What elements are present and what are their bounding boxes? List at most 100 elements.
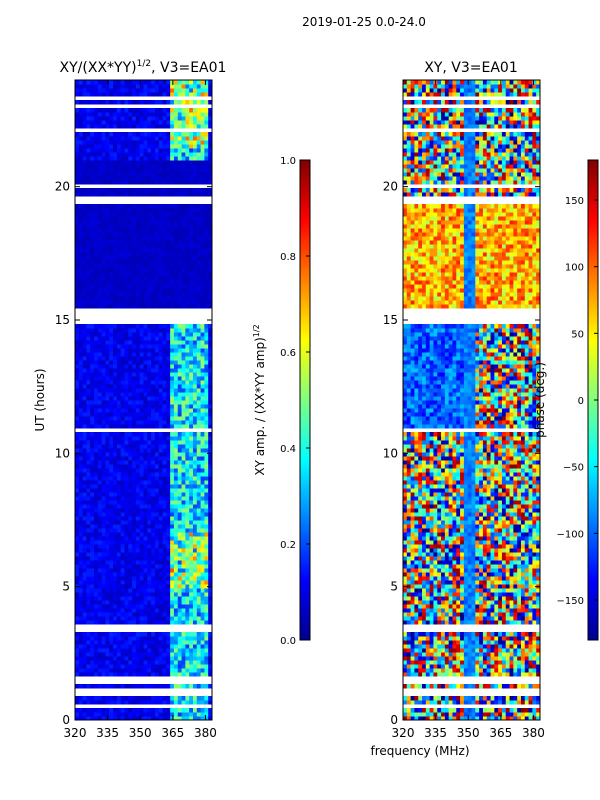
- amplitude-cell: [135, 332, 141, 337]
- amplitude-cell: [86, 544, 91, 549]
- amplitude-cell: [120, 380, 125, 385]
- amplitude-cell: [204, 716, 209, 721]
- amplitude-cell: [166, 484, 171, 489]
- amplitude-cell: [158, 132, 164, 137]
- amplitude-cell: [90, 364, 95, 369]
- amplitude-cell: [177, 296, 183, 301]
- amplitude-cell: [204, 260, 209, 265]
- amplitude-cell: [132, 716, 137, 721]
- amplitude-cell: [78, 564, 84, 569]
- amplitude-cell: [139, 176, 144, 181]
- amplitude-cell: [208, 608, 213, 613]
- amplitude-cell: [135, 644, 141, 649]
- amplitude-cell: [162, 532, 167, 537]
- amplitude-cell: [135, 344, 141, 349]
- amplitude-cell: [124, 180, 129, 185]
- amplitude-cell: [166, 448, 171, 453]
- amplitude-cell: [135, 272, 141, 277]
- amplitude-cell: [132, 156, 137, 161]
- amplitude-cell: [116, 512, 122, 517]
- amplitude-cell: [170, 216, 175, 221]
- amplitude-cell: [166, 556, 171, 561]
- amplitude-cell: [208, 648, 213, 653]
- amplitude-cell: [154, 280, 160, 285]
- amplitude-cell: [143, 436, 148, 441]
- amplitude-cell: [173, 476, 179, 481]
- amplitude-cell: [158, 412, 164, 417]
- amplitude-cell: [158, 152, 164, 157]
- amplitude-cell: [120, 476, 125, 481]
- amplitude-cell: [132, 560, 137, 565]
- amplitude-cell: [185, 204, 190, 209]
- amplitude-cell: [135, 500, 141, 505]
- amplitude-cell: [204, 232, 209, 237]
- amplitude-cell: [82, 588, 87, 593]
- amplitude-cell: [78, 168, 84, 173]
- amplitude-cell: [177, 408, 183, 413]
- amplitude-cell: [200, 364, 205, 369]
- amplitude-cell: [132, 420, 137, 425]
- amplitude-cell: [143, 412, 148, 417]
- amplitude-cell: [116, 148, 122, 153]
- amplitude-cell: [177, 604, 183, 609]
- amplitude-cell: [78, 540, 84, 545]
- amplitude-cell: [166, 480, 171, 485]
- amplitude-cell: [75, 352, 80, 357]
- amplitude-cell: [113, 136, 118, 141]
- amplitude-cell: [200, 164, 205, 169]
- amplitude-cell: [128, 124, 133, 129]
- amplitude-cell: [105, 228, 110, 233]
- amplitude-cell: [192, 596, 198, 601]
- amplitude-cell: [116, 468, 122, 473]
- amplitude-cell: [105, 588, 110, 593]
- amplitude-cell: [208, 612, 213, 617]
- amplitude-cell: [200, 284, 205, 289]
- amplitude-cell: [189, 424, 194, 429]
- amplitude-cell: [158, 448, 164, 453]
- amplitude-cell: [128, 216, 133, 221]
- amplitude-cell: [135, 584, 141, 589]
- amplitude-cell: [192, 464, 198, 469]
- amplitude-cell: [82, 488, 87, 493]
- amplitude-cell: [120, 296, 125, 301]
- amplitude-cell: [189, 400, 194, 405]
- amplitude-cell: [192, 148, 198, 153]
- amplitude-cell: [181, 176, 186, 181]
- amplitude-cell: [135, 432, 141, 437]
- amplitude-cell: [97, 656, 103, 661]
- amplitude-cell: [166, 596, 171, 601]
- amplitude-cell: [113, 296, 118, 301]
- amplitude-cell: [132, 500, 137, 505]
- amplitude-cell: [158, 208, 164, 213]
- amplitude-cell: [185, 584, 190, 589]
- amplitude-cell: [94, 392, 99, 397]
- amplitude-cell: [139, 584, 144, 589]
- amplitude-cell: [166, 332, 171, 337]
- amplitude-cell: [166, 432, 171, 437]
- amplitude-cell: [147, 700, 152, 705]
- amplitude-cell: [75, 532, 80, 537]
- amplitude-cell: [82, 156, 87, 161]
- amplitude-cell: [75, 672, 80, 677]
- amplitude-cell: [151, 492, 156, 497]
- amplitude-cell: [177, 324, 183, 329]
- amplitude-cell: [208, 696, 213, 701]
- amplitude-cell: [173, 228, 179, 233]
- amplitude-cell: [90, 180, 95, 185]
- amplitude-cell: [177, 452, 183, 457]
- amplitude-cell: [162, 280, 167, 285]
- amplitude-cell: [113, 384, 118, 389]
- amplitude-cell: [86, 456, 91, 461]
- amplitude-cell: [94, 228, 99, 233]
- amplitude-cell: [101, 516, 106, 521]
- amplitude-cell: [94, 172, 99, 177]
- amplitude-cell: [135, 544, 141, 549]
- amplitude-cell: [82, 544, 87, 549]
- amplitude-cell: [192, 140, 198, 145]
- amplitude-cell: [101, 124, 106, 129]
- amplitude-cell: [116, 440, 122, 445]
- amplitude-cell: [208, 640, 213, 645]
- amplitude-cell: [128, 304, 133, 309]
- amplitude-cell: [105, 492, 110, 497]
- amplitude-cell: [200, 420, 205, 425]
